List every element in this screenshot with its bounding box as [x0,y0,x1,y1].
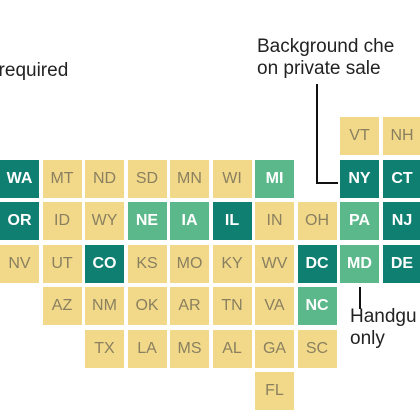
state-tile-mi: MI [255,159,294,198]
state-tile-ok: OK [127,287,167,325]
state-tile-or: OR [0,202,39,240]
leader-line-background-check-elbow [316,182,338,184]
state-tile-sd: SD [127,159,167,198]
state-tile-wv: WV [255,244,294,283]
state-tile-in: IN [255,202,294,240]
state-tile-nv: NV [0,244,39,283]
state-tile-ks: KS [127,244,167,283]
state-tile-sc: SC [297,329,337,368]
leader-line-background-check [316,84,318,184]
annotation-handgun-only: Handgu only [350,306,417,350]
state-tile-ga: GA [255,329,294,368]
state-tile-mn: MN [170,159,209,198]
state-tile-va: VA [255,287,294,325]
annotation-handgun-only-line2: only [350,328,385,349]
state-tile-wa: WA [0,159,39,198]
state-tile-mo: MO [170,244,209,283]
state-tile-de: DE [382,244,420,283]
state-tile-nd: ND [85,159,124,198]
state-tile-nh: NH [382,117,420,155]
state-tile-il: IL [212,202,252,240]
annotation-background-check-line1: Background che [257,36,395,57]
state-tile-ms: MS [170,329,209,368]
state-tile-az: AZ [42,287,82,325]
state-tile-la: LA [127,329,167,368]
state-tile-nc: NC [297,287,337,325]
state-tile-ky: KY [212,244,252,283]
state-tile-oh: OH [297,202,337,240]
state-tile-co: CO [85,244,124,283]
state-tile-dc: DC [297,244,337,283]
state-tile-ut: UT [42,244,82,283]
state-tile-fl: FL [255,372,294,410]
state-tile-tn: TN [212,287,252,325]
state-tile-mt: MT [42,159,82,198]
annotation-background-check: Background che on private sale [257,36,394,80]
legend-label-not-required: t required [0,60,69,81]
state-tile-ny: NY [340,159,379,198]
annotation-handgun-only-line1: Handgu [350,306,417,327]
state-tile-vt: VT [340,117,379,155]
state-tile-al: AL [212,329,252,368]
leader-line-handgun-only [359,287,361,309]
state-tile-nm: NM [85,287,124,325]
state-tile-md: MD [340,244,379,283]
state-tile-tx: TX [85,329,124,368]
state-tile-ia: IA [170,202,209,240]
state-tile-nj: NJ [382,202,420,240]
state-tile-pa: PA [340,202,379,240]
state-tile-ct: CT [382,159,420,198]
state-tile-wy: WY [85,202,124,240]
annotation-background-check-line2: on private sale [257,58,381,79]
state-tile-ar: AR [170,287,209,325]
state-tile-ne: NE [127,202,167,240]
state-tile-id: ID [42,202,82,240]
state-tile-wi: WI [212,159,252,198]
